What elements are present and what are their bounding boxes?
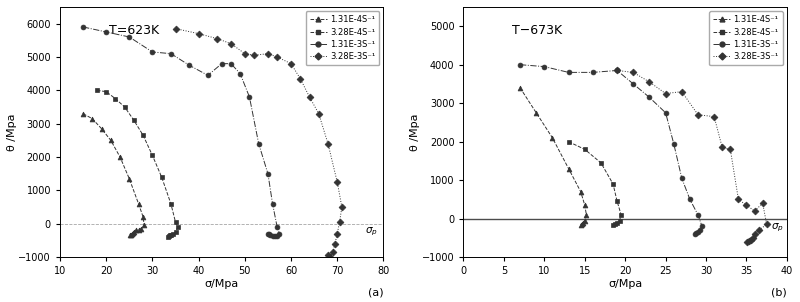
Text: $\sigma_p$: $\sigma_p$ (770, 222, 783, 234)
X-axis label: σ/Mpa: σ/Mpa (608, 279, 642, 289)
Legend: 1.31E-4S⁻¹, 3.28E-4S⁻¹, 1.31E-3S⁻¹, 3.28E-3S⁻¹: 1.31E-4S⁻¹, 3.28E-4S⁻¹, 1.31E-3S⁻¹, 3.28… (709, 11, 782, 66)
Text: $\sigma_p$: $\sigma_p$ (365, 226, 378, 238)
X-axis label: σ/Mpa: σ/Mpa (205, 279, 239, 289)
Text: (b): (b) (771, 287, 787, 297)
Legend: 1.31E-4S⁻¹, 3.28E-4S⁻¹, 1.31E-3S⁻¹, 3.28E-3S⁻¹: 1.31E-4S⁻¹, 3.28E-4S⁻¹, 1.31E-3S⁻¹, 3.28… (306, 11, 379, 66)
Text: T−673K: T−673K (512, 24, 562, 37)
Y-axis label: θ /Mpa: θ /Mpa (410, 113, 421, 151)
Text: (a): (a) (368, 287, 383, 297)
Y-axis label: θ /Mpa: θ /Mpa (7, 113, 17, 151)
Text: T=623K: T=623K (109, 24, 158, 37)
